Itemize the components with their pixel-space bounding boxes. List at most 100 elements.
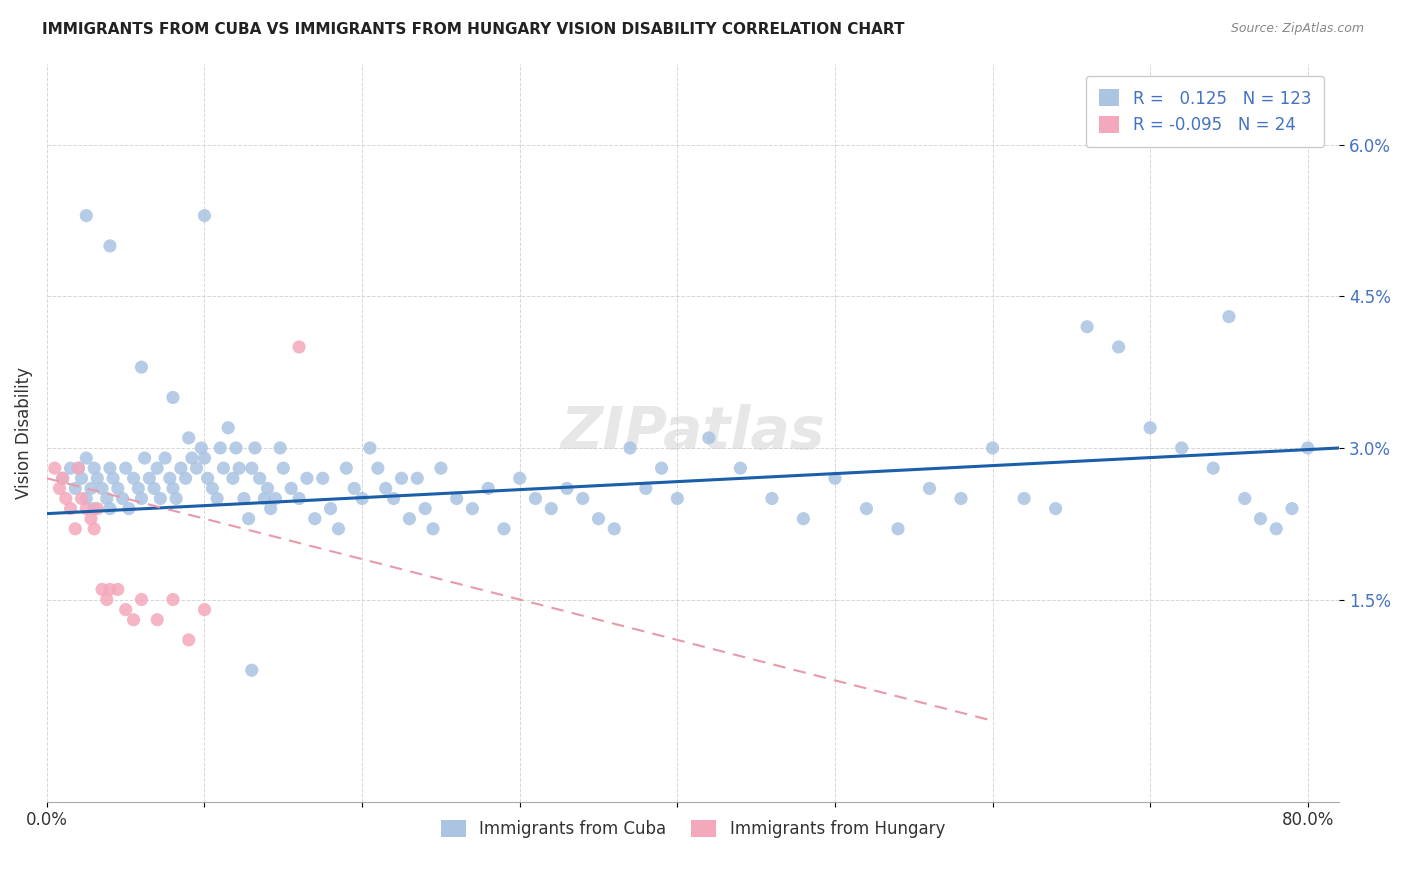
Point — [44, 461, 66, 475]
Point — [170, 461, 193, 475]
Point — [918, 482, 941, 496]
Point — [1249, 511, 1271, 525]
Point — [1265, 522, 1288, 536]
Point — [131, 360, 153, 375]
Point — [143, 482, 166, 496]
Point — [98, 582, 121, 597]
Point — [52, 471, 75, 485]
Point — [406, 471, 429, 485]
Point — [855, 501, 877, 516]
Point — [524, 491, 547, 506]
Point — [222, 471, 245, 485]
Point — [328, 522, 350, 536]
Text: IMMIGRANTS FROM CUBA VS IMMIGRANTS FROM HUNGARY VISION DISABILITY CORRELATION CH: IMMIGRANTS FROM CUBA VS IMMIGRANTS FROM … — [42, 22, 904, 37]
Point — [792, 511, 814, 525]
Point — [225, 441, 247, 455]
Point — [118, 501, 141, 516]
Point — [1296, 441, 1319, 455]
Point — [122, 471, 145, 485]
Point — [67, 461, 90, 475]
Point — [359, 441, 381, 455]
Point — [304, 511, 326, 525]
Point — [177, 431, 200, 445]
Point — [335, 461, 357, 475]
Point — [205, 491, 228, 506]
Point — [398, 511, 420, 525]
Point — [75, 501, 97, 516]
Point — [91, 482, 114, 496]
Point — [193, 209, 215, 223]
Point — [111, 491, 134, 506]
Point — [492, 522, 515, 536]
Point — [271, 461, 294, 475]
Point — [122, 613, 145, 627]
Point — [131, 491, 153, 506]
Point — [288, 340, 311, 354]
Point — [413, 501, 436, 516]
Point — [59, 461, 82, 475]
Point — [86, 501, 108, 516]
Point — [228, 461, 250, 475]
Point — [48, 482, 70, 496]
Point — [190, 441, 212, 455]
Point — [981, 441, 1004, 455]
Point — [1076, 319, 1098, 334]
Point — [138, 471, 160, 485]
Point — [260, 501, 283, 516]
Point — [101, 471, 124, 485]
Point — [697, 431, 720, 445]
Point — [65, 482, 87, 496]
Point — [98, 239, 121, 253]
Point — [1218, 310, 1240, 324]
Point — [603, 522, 626, 536]
Point — [83, 522, 105, 536]
Point — [75, 209, 97, 223]
Point — [98, 461, 121, 475]
Point — [146, 613, 169, 627]
Point — [243, 441, 266, 455]
Point — [162, 391, 184, 405]
Point — [240, 461, 263, 475]
Point — [382, 491, 405, 506]
Point — [280, 482, 302, 496]
Point — [1170, 441, 1192, 455]
Point — [253, 491, 276, 506]
Point — [634, 482, 657, 496]
Point — [83, 461, 105, 475]
Point — [159, 471, 181, 485]
Point — [761, 491, 783, 506]
Point — [153, 451, 176, 466]
Point — [114, 461, 136, 475]
Point — [1202, 461, 1225, 475]
Point — [59, 501, 82, 516]
Point — [232, 491, 254, 506]
Point — [162, 482, 184, 496]
Point — [555, 482, 578, 496]
Point — [319, 501, 342, 516]
Y-axis label: Vision Disability: Vision Disability — [15, 367, 32, 499]
Point — [269, 441, 291, 455]
Point — [571, 491, 593, 506]
Point — [86, 471, 108, 485]
Point — [430, 461, 453, 475]
Point — [165, 491, 187, 506]
Point — [193, 602, 215, 616]
Point — [67, 461, 90, 475]
Point — [374, 482, 396, 496]
Point — [295, 471, 318, 485]
Point — [256, 482, 278, 496]
Point — [149, 491, 172, 506]
Point — [540, 501, 562, 516]
Point — [162, 592, 184, 607]
Point — [180, 451, 202, 466]
Point — [461, 501, 484, 516]
Point — [91, 582, 114, 597]
Point — [131, 592, 153, 607]
Point — [127, 482, 149, 496]
Point — [588, 511, 610, 525]
Point — [80, 482, 103, 496]
Point — [391, 471, 413, 485]
Point — [98, 501, 121, 516]
Point — [96, 491, 118, 506]
Point — [477, 482, 499, 496]
